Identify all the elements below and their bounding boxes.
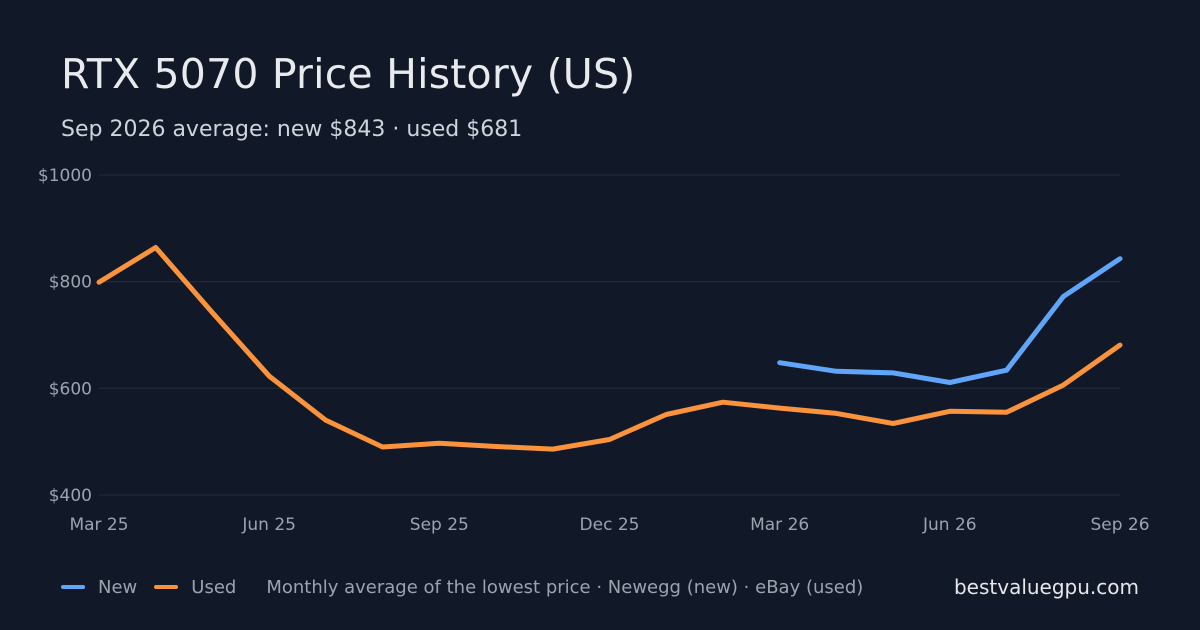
brand-link[interactable]: bestvaluegpu.com xyxy=(953,575,1139,599)
x-tick-label: Mar 26 xyxy=(750,515,809,535)
legend-label-new: New xyxy=(98,576,138,598)
chart-subtitle: Sep 2026 average: new $843 · used $681 xyxy=(61,117,523,142)
y-tick-label: $400 xyxy=(49,486,92,506)
series-line-used xyxy=(96,245,1123,452)
x-tick-label: Jun 26 xyxy=(922,515,977,535)
x-tick-label: Dec 25 xyxy=(580,515,640,535)
legend-swatch-new xyxy=(61,585,85,589)
y-tick-label: $800 xyxy=(49,273,92,293)
y-tick-label: $1000 xyxy=(38,166,92,186)
x-tick-label: Sep 25 xyxy=(410,515,469,535)
legend-item-new: New xyxy=(61,577,137,598)
source-note: Monthly average of the lowest price · Ne… xyxy=(266,576,864,598)
x-tick-label: Jun 25 xyxy=(241,515,296,535)
legend-label-used: Used xyxy=(191,576,237,598)
x-tick-label: Mar 25 xyxy=(69,515,128,535)
y-tick-label: $600 xyxy=(49,379,92,399)
legend-swatch-used xyxy=(154,585,179,589)
legend: New Used Monthly average of the lowest p… xyxy=(61,572,863,602)
series-line-new xyxy=(777,256,1123,385)
x-tick-label: Sep 26 xyxy=(1090,515,1149,535)
chart-title: RTX 5070 Price History (US) xyxy=(61,50,636,98)
legend-item-used: Used xyxy=(154,577,236,598)
